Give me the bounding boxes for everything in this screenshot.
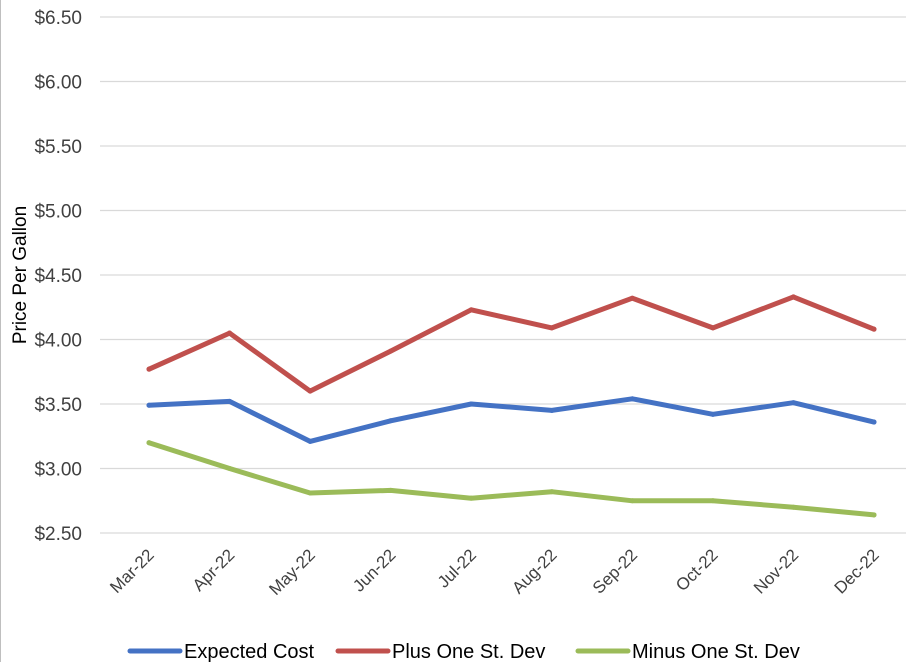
legend-label: Minus One St. Dev	[632, 641, 800, 662]
data-point	[790, 294, 796, 300]
y-tick-label: $4.50	[34, 266, 82, 287]
series-line-1	[146, 396, 877, 444]
data-point	[629, 498, 635, 504]
x-axis-ticks: Mar-22 Apr-22 May-22 Jun-22 Jul-22 Aug-22 Sep-…	[106, 545, 883, 599]
data-point	[227, 330, 233, 336]
x-tick-label: Mar-22	[106, 545, 158, 597]
y-tick-label: $2.50	[34, 524, 82, 545]
data-point	[227, 398, 233, 404]
y-tick-label: $3.50	[34, 395, 82, 416]
legend: Expected Cost Plus One St. Dev Minus One S…	[127, 641, 800, 662]
chart-left-border	[0, 0, 1, 662]
series-line-3	[146, 440, 877, 518]
data-point	[388, 418, 394, 424]
series-lines	[146, 294, 877, 518]
y-axis-title: Price Per Gallon	[10, 206, 31, 344]
y-tick-label: $5.00	[34, 202, 82, 223]
data-point	[549, 407, 555, 413]
data-point	[468, 307, 474, 313]
x-tick-label: Apr-22	[189, 545, 239, 595]
y-tick-label: $4.00	[34, 331, 82, 352]
y-tick-label: $6.00	[34, 73, 82, 94]
data-point	[146, 402, 152, 408]
y-tick-label: $3.00	[34, 460, 82, 481]
data-point	[307, 438, 313, 444]
x-tick-label: May-22	[265, 545, 319, 599]
y-tick-label: $6.50	[34, 8, 82, 29]
x-tick-label: Aug-22	[508, 545, 560, 597]
data-point	[468, 401, 474, 407]
x-tick-label: Oct-22	[672, 545, 722, 595]
data-point	[549, 489, 555, 495]
legend-label: Plus One St. Dev	[392, 641, 545, 662]
data-point	[549, 325, 555, 331]
data-point	[388, 487, 394, 493]
data-point	[629, 295, 635, 301]
y-axis-ticks: $2.50 $3.00 $3.50 $4.00 $4.50 $5.00 $5.50 $6.00…	[34, 8, 82, 545]
data-point	[790, 504, 796, 510]
series-line-2	[146, 294, 877, 394]
data-point	[307, 490, 313, 496]
legend-label: Expected Cost	[184, 641, 315, 662]
data-point	[871, 326, 877, 332]
data-point	[146, 440, 152, 446]
data-point	[388, 348, 394, 354]
data-point	[146, 366, 152, 372]
data-point	[710, 325, 716, 331]
data-point	[468, 495, 474, 501]
data-point	[710, 411, 716, 417]
x-tick-label: Jun-22	[349, 545, 399, 595]
x-tick-label: Nov-22	[750, 545, 802, 597]
x-tick-label: Dec-22	[831, 545, 883, 597]
gridlines	[100, 16, 906, 534]
x-tick-label: Sep-22	[589, 545, 641, 597]
data-point	[710, 498, 716, 504]
data-point	[871, 512, 877, 518]
data-point	[629, 396, 635, 402]
data-point	[227, 466, 233, 471]
data-point	[871, 419, 877, 425]
x-tick-label: Jul-22	[434, 545, 480, 591]
y-tick-label: $5.50	[34, 137, 82, 158]
data-point	[790, 400, 796, 406]
data-point	[307, 388, 313, 394]
